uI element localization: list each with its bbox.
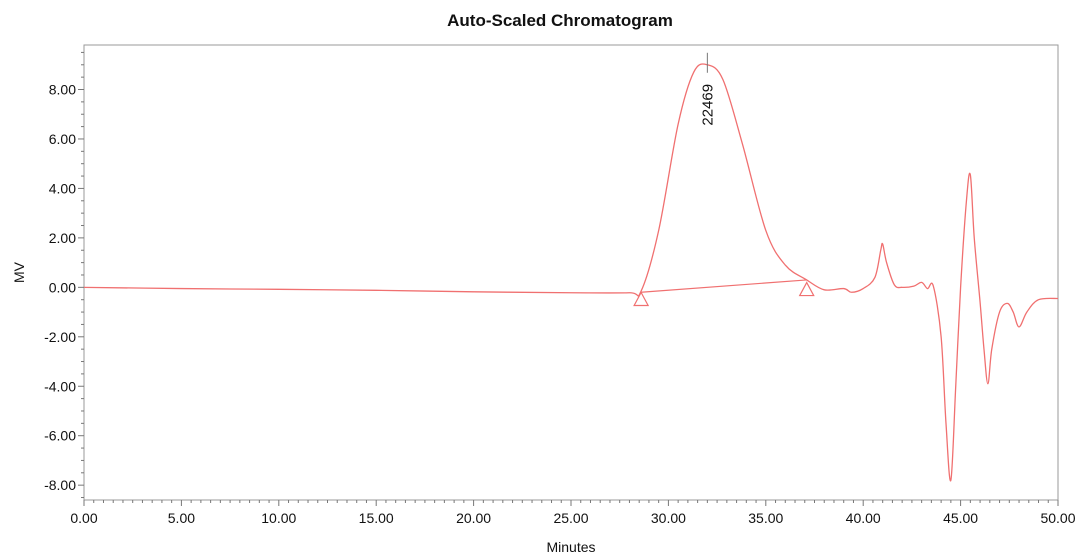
x-tick-label: 20.00 <box>456 510 491 526</box>
x-tick-label: 40.00 <box>846 510 881 526</box>
y-tick-label: -6.00 <box>44 428 76 444</box>
x-axis: 0.00 5.00 10.00 15.00 20.00 25.00 30.00 35.00 40… <box>70 500 1076 526</box>
x-tick-label: 15.00 <box>359 510 394 526</box>
y-axis: 8.00 6.00 4.00 2.00 0.00 -2.00 -4.00 -6.00 -8.00 <box>44 51 84 499</box>
y-tick-label: 0.00 <box>49 279 76 295</box>
x-tick-label: 50.00 <box>1040 510 1075 526</box>
y-tick-label: -8.00 <box>44 477 76 493</box>
x-tick-label: 45.00 <box>943 510 978 526</box>
x-tick-label: 30.00 <box>651 510 686 526</box>
y-tick-label: -2.00 <box>44 329 76 345</box>
plot-area-frame <box>83 44 1059 501</box>
peak-end-marker <box>798 281 815 297</box>
signal-trace <box>83 63 1059 482</box>
y-tick-label: 2.00 <box>49 230 76 246</box>
peak-start-marker <box>633 291 650 307</box>
integration-baseline <box>641 279 807 293</box>
peak-area-label: 22469 <box>699 84 716 126</box>
y-axis-label: MV <box>11 261 27 283</box>
plot-content: 22469 <box>83 52 1059 482</box>
y-tick-label: 6.00 <box>49 131 76 147</box>
x-tick-label: 10.00 <box>261 510 296 526</box>
x-tick-label: 0.00 <box>70 510 97 526</box>
chart-title: Auto-Scaled Chromatogram <box>447 11 673 30</box>
y-tick-label: -4.00 <box>44 378 76 394</box>
y-tick-label: 4.00 <box>49 180 76 196</box>
x-tick-label: 5.00 <box>168 510 195 526</box>
x-tick-label: 25.00 <box>553 510 588 526</box>
x-axis-label: Minutes <box>546 539 595 554</box>
y-tick-label: 8.00 <box>49 82 76 98</box>
x-tick-label: 35.00 <box>748 510 783 526</box>
